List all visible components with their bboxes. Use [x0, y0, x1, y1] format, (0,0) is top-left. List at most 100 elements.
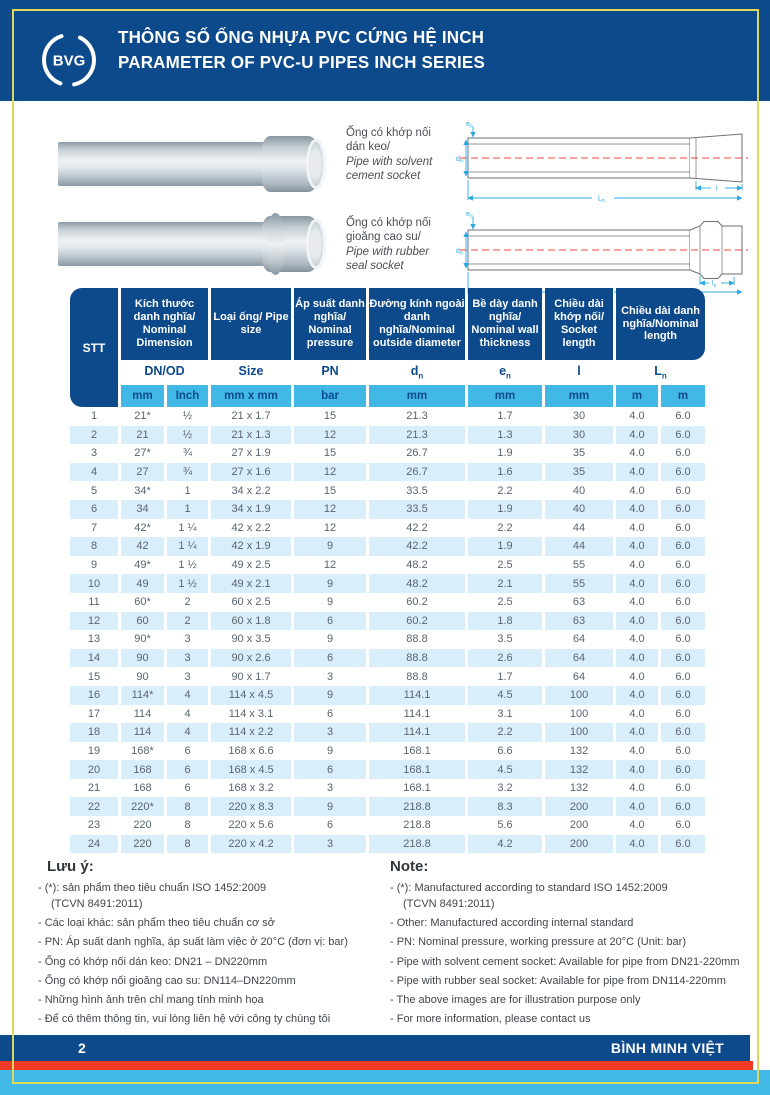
table-cell: 9 [294, 574, 367, 593]
table-cell: 5 [90, 484, 98, 497]
table-cell: 132 [569, 744, 589, 757]
table-cell: 42.2 [406, 521, 428, 534]
table-cell: 1.9 [468, 537, 543, 556]
table-cell: 9 [294, 537, 367, 556]
table-cell: 90* [134, 633, 151, 646]
table-cell: 12 [294, 425, 367, 445]
pipe-photo-rubber-socket [58, 213, 334, 275]
unit-bar: bar [294, 385, 367, 407]
table-cell: 4.0 [616, 499, 659, 519]
table-cell: 6 [294, 611, 367, 631]
column-header-nominal-pressure: Áp suất danh nghĩa/ Nominal pressure [294, 288, 367, 360]
table-cell: 60.2 [369, 611, 466, 631]
table-symbol-header-row: DN/OD Size PN dn en l Ln [70, 360, 706, 385]
table-cell: 6 [184, 782, 191, 795]
table-cell: 4 [167, 723, 209, 742]
table-row: 23 220 8 220 x 5.6 6 218.8 5.6 200 4.0 6.0 [70, 816, 705, 835]
note-item: - Pipe with rubber seal socket: Availabl… [390, 974, 726, 987]
table-cell: 21.3 [369, 425, 466, 445]
pipe-spec-table: STT Kích thước danh nghĩa/ Nominal Dimen… [67, 288, 708, 854]
table-cell: 6.0 [661, 425, 706, 445]
table-cell: 22 [70, 797, 118, 817]
table-cell: 1.6 [468, 462, 543, 482]
table-cell: 4.5 [468, 760, 543, 779]
table-cell: 220* [121, 797, 164, 817]
table-cell: 6.0 [661, 797, 706, 817]
table-row: 21 168 6 168 x 3.2 3 168.1 3.2 132 4.0 6.0 [70, 779, 705, 798]
table-cell: 6.0 [675, 559, 691, 572]
table-cell: 114 x 3.1 [228, 707, 274, 720]
table-cell: 114 x 4.5 [211, 685, 292, 705]
table-cell: 114 x 2.2 [211, 723, 292, 742]
table-cell: 6 [167, 760, 209, 779]
table-cell: 63 [545, 611, 614, 631]
table-cell: 27 [121, 462, 164, 482]
table-cell: 3 [184, 670, 191, 683]
notes-section: Lưu ý: - (*): sản phẩm theo tiêu chuẩn I… [38, 858, 740, 1033]
table-cell: 168 [133, 782, 152, 795]
pipe-label-rubber-en: Pipe with rubber seal socket [346, 245, 430, 273]
pipe-label-solvent: Ống có khớp nối dán keo/ Pipe with solve… [346, 126, 452, 184]
table-cell: 17 [87, 707, 101, 720]
table-cell: 21 [87, 782, 101, 795]
table-row: 16 114* 4 114 x 4.5 9 114.1 4.5 100 4.0 6.0 [70, 685, 706, 705]
table-cell: 4.0 [616, 834, 659, 854]
table-cell: 9 [90, 559, 98, 572]
table-cell: 4.0 [629, 633, 645, 646]
table-cell: 2 [184, 596, 191, 609]
table-cell: 55 [545, 574, 614, 593]
table-cell: 2 [70, 425, 118, 445]
table-cell: 6.0 [661, 574, 706, 593]
table-cell: 40 [572, 484, 586, 497]
table-row: 19 168* 6 168 x 6.6 9 168.1 6.6 132 4.0 6.0 [70, 742, 705, 761]
table-cell: 1.9 [497, 447, 513, 460]
svg-text:Ln: Ln [598, 196, 605, 205]
table-cell: 220 x 8.3 [211, 797, 292, 817]
table-cell: 200 [545, 797, 614, 817]
table-cell: 2.2 [497, 521, 513, 534]
table-cell: 9 [294, 685, 367, 705]
table-cell: 1 ¼ [178, 521, 197, 534]
table-cell: ½ [167, 425, 209, 445]
svg-text:ls: ls [712, 281, 717, 290]
table-cell: 15 [323, 410, 337, 423]
table-cell: 27 x 1.6 [211, 462, 292, 482]
footer-bar: 2 BÌNH MINH VIỆT [0, 1035, 750, 1061]
table-cell: 42* [134, 521, 151, 534]
table-cell: 4.0 [616, 611, 659, 631]
table-cell: 1.8 [468, 611, 543, 631]
pipe-drawing-solvent: en dn l Ln [456, 121, 748, 205]
note-item: (TCVN 8491:2011) [51, 897, 143, 910]
table-row: 3 27* ¾ 27 x 1.9 15 26.7 1.9 35 4.0 6.0 [70, 444, 705, 463]
table-cell: 12 [323, 559, 337, 572]
table-cell: 4.0 [629, 819, 645, 832]
pipe-drawing-rubber: en dn ls Ln [456, 211, 748, 296]
table-row: 11 60* 2 60 x 2.5 9 60.2 2.5 63 4.0 6.0 [70, 593, 705, 612]
table-cell: 2.6 [468, 648, 543, 668]
table-cell: 2 [167, 611, 209, 631]
column-header-nominal-dimension: Kích thước danh nghĩa/ Nominal Dimension [121, 288, 209, 360]
bvg-logo-icon: BVG [42, 33, 96, 87]
table-cell: 3 [326, 670, 334, 683]
table-cell: 220 [121, 834, 164, 854]
table-cell: 168 [121, 760, 164, 779]
table-cell: 27* [134, 447, 151, 460]
table-cell: 10 [70, 574, 118, 593]
note-item: - Để có thêm thông tin, vui lòng liên hệ… [38, 1013, 331, 1026]
table-cell: 7 [90, 521, 98, 534]
notes-vi-title: Lưu ý: [47, 858, 94, 875]
unit-mm: mm [121, 385, 164, 407]
table-cell: 3 [326, 782, 334, 795]
symbol-l: l [545, 360, 614, 385]
pipe-mouth [306, 139, 326, 189]
brand-name: BÌNH MINH VIỆT [610, 1040, 724, 1056]
table-cell: 6.0 [661, 723, 706, 742]
table-cell: 21 [121, 425, 164, 445]
unit-m-1: m [616, 385, 659, 407]
notes-vietnamese: Lưu ý: - (*): sản phẩm theo tiêu chuẩn I… [38, 858, 390, 1033]
unit-mm-en: mm [468, 385, 543, 407]
table-cell: 4.0 [629, 484, 645, 497]
svg-text:l: l [716, 186, 718, 193]
table-cell: 1 ¼ [167, 537, 209, 556]
notes-en-list: - (*): Manufactured according to standar… [390, 882, 740, 1027]
